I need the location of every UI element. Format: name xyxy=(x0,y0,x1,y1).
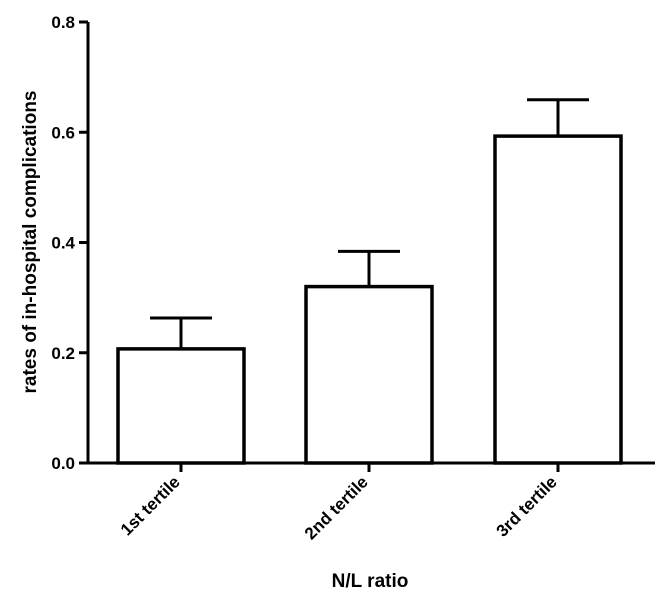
x-axis-ticks: 1st tertile 2nd tertile 3rd tertile xyxy=(117,463,561,543)
x-tick-label: 3rd tertile xyxy=(493,472,561,540)
bar-3 xyxy=(493,134,623,465)
y-tick-label: 0.2 xyxy=(51,344,75,363)
y-tick-label: 0.8 xyxy=(51,13,75,32)
y-tick-label: 0.6 xyxy=(51,123,75,142)
bar-1 xyxy=(116,347,246,465)
bar-2 xyxy=(304,284,434,465)
x-tick-label: 2nd tertile xyxy=(301,472,372,543)
bars-group xyxy=(116,98,623,465)
y-axis-title: rates of in-hospital complications xyxy=(20,91,41,394)
y-axis-ticks: 0.0 0.2 0.4 0.6 0.8 xyxy=(51,13,88,473)
y-tick-label: 0.0 xyxy=(51,454,75,473)
x-tick-label: 1st tertile xyxy=(117,472,184,539)
y-tick-label: 0.4 xyxy=(51,234,75,253)
x-axis-title: N/L ratio xyxy=(332,571,409,592)
